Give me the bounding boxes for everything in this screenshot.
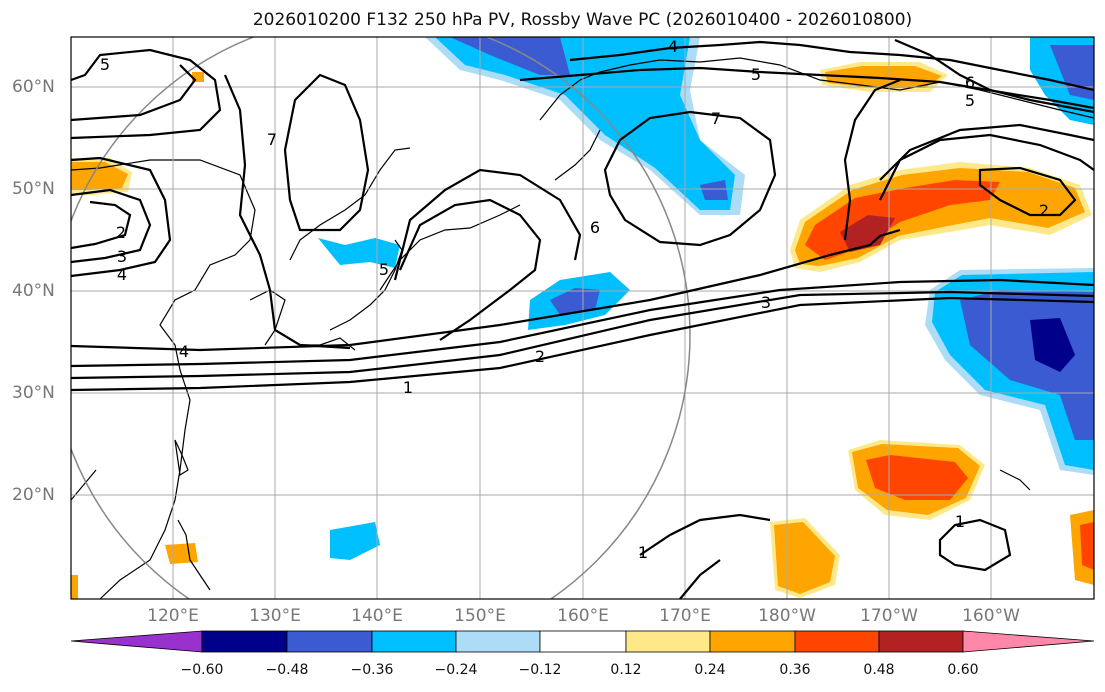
contour-label-3: 3 [761,293,771,312]
colorbar-seg [539,630,627,653]
contour-label-4c: 4 [668,37,678,56]
pv-contours [71,38,1094,599]
contour-label-2c: 2 [1039,201,1049,220]
contour-label-1c: 1 [955,512,965,531]
colorbar-seg [371,630,457,653]
colorbar-extend-low [70,630,203,653]
colorbar-tick: −0.60 [180,662,224,678]
colorbar-seg [286,630,373,653]
colorbar-seg [455,630,541,653]
map-title: 2026010200 F132 250 hPa PV, Rossby Wave … [252,10,913,30]
contour-label-7: 7 [711,109,721,128]
colorbar-seg [625,630,711,653]
lat-label-50n: 50°N [12,179,55,199]
colorbar-tick: 0.12 [610,662,642,678]
colorbar-tick: 0.48 [863,662,895,678]
colorbar-tick: 0.36 [779,662,811,678]
neg-anomaly-north-core [435,37,735,210]
lon-label-150e: 150°E [454,606,506,626]
colorbar-seg [794,630,880,653]
contour-label-4: 4 [179,342,189,361]
gridlines [71,37,1094,599]
contour-label-6b: 6 [965,73,975,92]
neg-anomaly-south [330,522,380,560]
lon-label-170e: 170°E [659,606,711,626]
contour-label-5c: 5 [379,260,389,279]
colorbar-tick: −0.12 [518,662,562,678]
colorbar-seg [709,630,796,653]
pos-anomaly-philippines [165,543,198,564]
colorbar-seg [878,630,964,653]
lon-label-170w: 170°W [860,606,918,626]
contour-label-1: 1 [403,378,413,397]
lat-label-30n: 30°N [12,383,55,403]
contour-labels: 1 1 1 2 2 2 3 3 4 4 4 5 5 5 5 6 6 7 7 [100,37,1049,562]
colorbar-tick: 0.24 [694,662,726,678]
contour-label-5: 5 [751,65,761,84]
colorbar-tick: 0.60 [947,662,979,678]
contour-label-5b: 5 [100,55,110,74]
contour-label-7b: 7 [267,130,277,149]
contour-label-1b: 1 [638,543,648,562]
lat-label-60n: 60°N [12,77,55,97]
lat-label-40n: 40°N [12,281,55,301]
lon-label-120e: 120°E [147,606,199,626]
colorbar [70,630,1095,653]
lon-label-130e: 130°E [249,606,301,626]
lon-label-160w: 160°W [962,606,1020,626]
contour-label-2: 2 [535,347,545,366]
lat-label-20n: 20°N [12,485,55,505]
colorbar-tick: −0.36 [350,662,394,678]
contour-label-4b: 4 [117,265,127,284]
contour-label-2b: 2 [116,223,126,242]
lon-label-160e: 160°E [557,606,609,626]
colorbar-extend-high [962,630,1095,653]
contour-label-6: 6 [590,218,600,237]
lon-label-180w: 180°W [758,606,816,626]
contour-label-3b: 3 [117,247,127,266]
colorbar-tick: −0.48 [265,662,309,678]
map-frame [70,36,1095,600]
contour-label-5d: 5 [965,91,975,110]
lon-label-140e: 140°E [351,606,403,626]
neg-anomaly-japan [318,238,400,268]
colorbar-seg [201,630,288,653]
colorbar-tick: −0.24 [434,662,478,678]
radius-circle [71,37,691,599]
